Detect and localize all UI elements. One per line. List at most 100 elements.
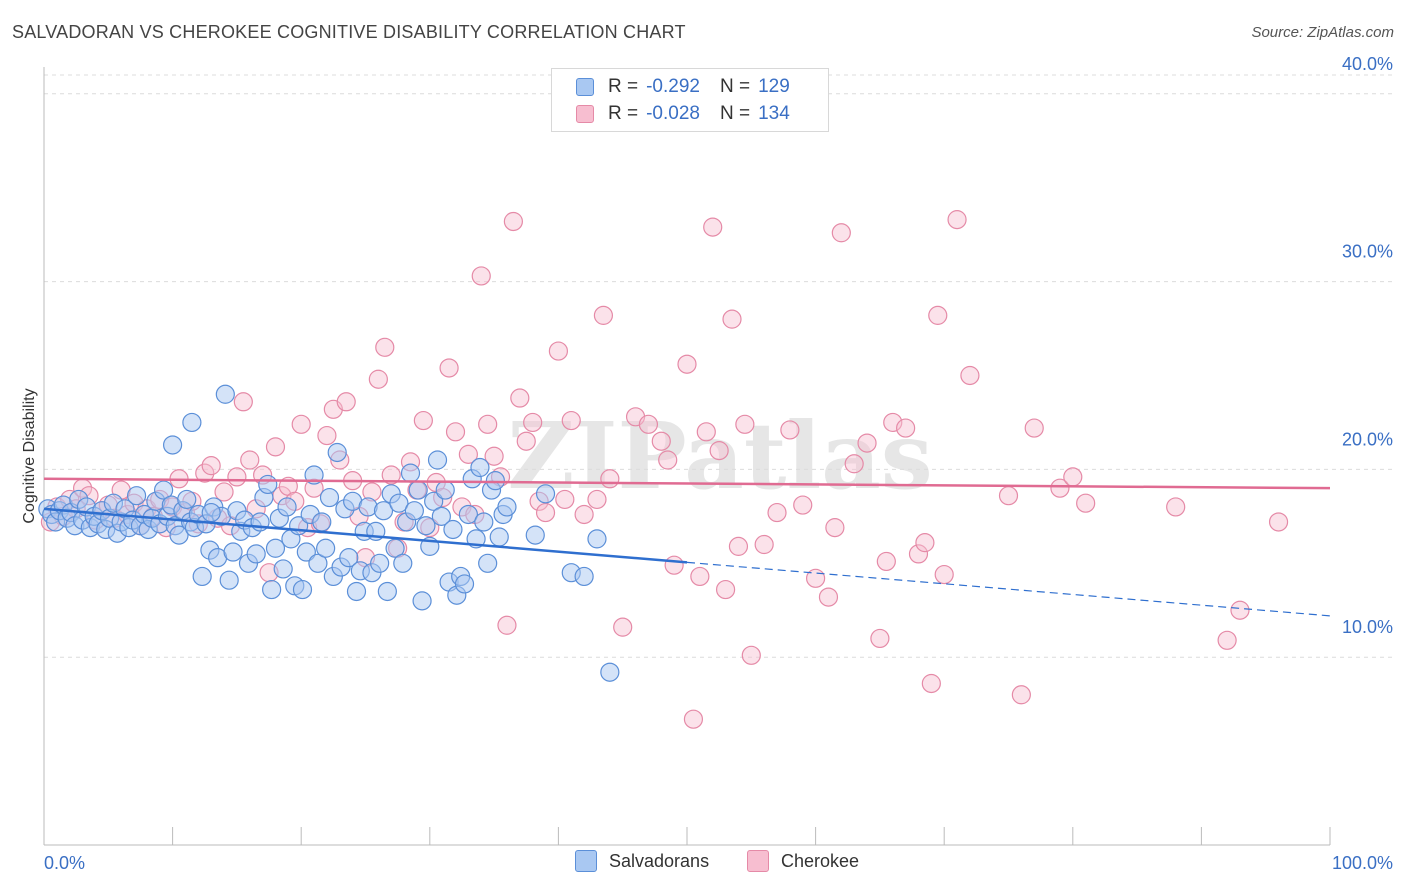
cherokee-point <box>1230 600 1250 620</box>
cherokee-point <box>375 337 395 357</box>
salvadoran-trend-line <box>43 507 688 564</box>
salvadoran-point <box>370 553 390 573</box>
y-axis-label: Cognitive Disability <box>21 388 38 523</box>
cherokee-point <box>947 210 967 230</box>
salvadoran-point <box>535 484 556 504</box>
salvadoran-point <box>478 553 498 573</box>
salvadoran-point <box>485 471 505 491</box>
salvadoran-point <box>400 463 421 483</box>
legend-row-cherokee: R = -0.028 N = 134 <box>576 101 790 127</box>
cherokee-point <box>548 341 569 361</box>
salvadoran-point <box>389 493 409 513</box>
cherokee-point <box>908 544 929 564</box>
salvadoran-point <box>316 538 336 558</box>
cherokee-point <box>555 489 575 510</box>
cherokee-point <box>1166 497 1186 517</box>
salvadoran-point <box>246 544 266 564</box>
cherokee-point <box>728 536 749 556</box>
cherokee-point <box>960 365 980 386</box>
cherokee-point <box>458 444 478 464</box>
series-swatch-salvadorans <box>575 850 597 872</box>
legend-r-label: R = <box>608 103 639 124</box>
cherokee-point <box>317 425 337 446</box>
y-tick-label: 40.0% <box>1342 54 1393 74</box>
salvadoran-point <box>443 519 463 540</box>
legend-row-salvadorans: R = -0.292 N = 129 <box>576 74 790 100</box>
cherokee-point <box>1268 512 1289 532</box>
cherokee-point <box>1011 685 1031 705</box>
cherokee-point <box>780 420 800 440</box>
series-legend-salvadorans[interactable]: Salvadorans <box>575 850 709 872</box>
cherokee-point <box>478 414 498 434</box>
cherokee-point <box>214 482 234 502</box>
salvadoran-point <box>292 579 313 600</box>
cherokee-point <box>201 456 221 476</box>
salvadoran-point <box>163 435 183 455</box>
salvadoran-point <box>431 506 451 526</box>
axes: 10.0% 20.0% 30.0% 40.0% 0.0% 100.0% <box>43 54 1393 873</box>
salvadoran-point <box>182 412 202 433</box>
cherokee-point <box>445 422 466 442</box>
salvadoran-point <box>373 501 394 521</box>
cherokee-point <box>870 628 890 649</box>
salvadoran-point <box>273 559 293 579</box>
cherokee-point <box>574 504 594 525</box>
cherokee-point <box>600 469 620 489</box>
salvadoran-point <box>574 566 594 587</box>
salvadoran-point <box>474 512 494 532</box>
cherokee-points <box>40 210 1289 729</box>
series-legend-cherokee[interactable]: Cherokee <box>747 850 859 872</box>
legend-r-value: -0.028 <box>646 103 700 124</box>
y-tick-label: 20.0% <box>1342 429 1393 449</box>
cherokee-point <box>471 266 491 286</box>
cherokee-point <box>825 518 845 538</box>
series-label-cherokee: Cherokee <box>781 850 860 871</box>
cherokee-point <box>876 551 896 572</box>
legend-r-value: -0.292 <box>646 76 700 97</box>
cherokee-point <box>535 502 556 523</box>
y-tick-label: 10.0% <box>1342 617 1393 637</box>
salvadoran-point <box>470 457 490 478</box>
cherokee-point <box>998 486 1019 506</box>
cherokee-point <box>677 354 697 374</box>
cherokee-point <box>921 673 941 694</box>
cherokee-point <box>587 489 607 510</box>
salvadoran-point <box>424 491 444 511</box>
cherokee-point <box>561 410 581 431</box>
cherokee-point <box>503 211 523 232</box>
cherokee-point <box>896 418 916 438</box>
salvadoran-point <box>319 487 340 508</box>
cherokee-point <box>233 392 253 412</box>
salvadoran-point <box>308 553 328 573</box>
salvadoran-point <box>346 581 367 602</box>
cherokee-point <box>696 422 716 442</box>
cherokee-trend-line <box>43 477 1331 490</box>
salvadoran-point <box>296 542 316 562</box>
salvadoran-point <box>265 538 286 558</box>
salvadoran-point <box>312 512 332 532</box>
salvadoran-point <box>427 450 448 470</box>
legend-swatch-salvadorans <box>576 78 594 96</box>
cherokee-point <box>523 412 543 433</box>
salvadoran-point <box>153 480 174 500</box>
cherokee-point <box>818 587 839 607</box>
salvadoran-point <box>262 579 282 600</box>
cherokee-point <box>439 358 459 378</box>
cherokee-point <box>928 305 948 325</box>
cherokee-point <box>613 617 633 637</box>
watermark: ZIPatlas <box>507 402 932 510</box>
legend-n-label: N = <box>719 103 751 124</box>
cherokee-point <box>593 305 614 325</box>
legend-r-label: R = <box>608 76 639 97</box>
salvadoran-trend-extension <box>686 561 1331 617</box>
cherokee-point <box>793 495 813 515</box>
series-legend: Salvadorans Cherokee <box>0 850 1406 878</box>
salvadoran-point <box>177 489 197 510</box>
salvadoran-point <box>126 486 147 506</box>
x-tick-label: 0.0% <box>44 853 85 873</box>
series-swatch-cherokee <box>747 850 769 872</box>
salvadoran-point <box>339 548 359 568</box>
salvadoran-point <box>393 553 413 573</box>
cherokee-point <box>240 450 260 470</box>
